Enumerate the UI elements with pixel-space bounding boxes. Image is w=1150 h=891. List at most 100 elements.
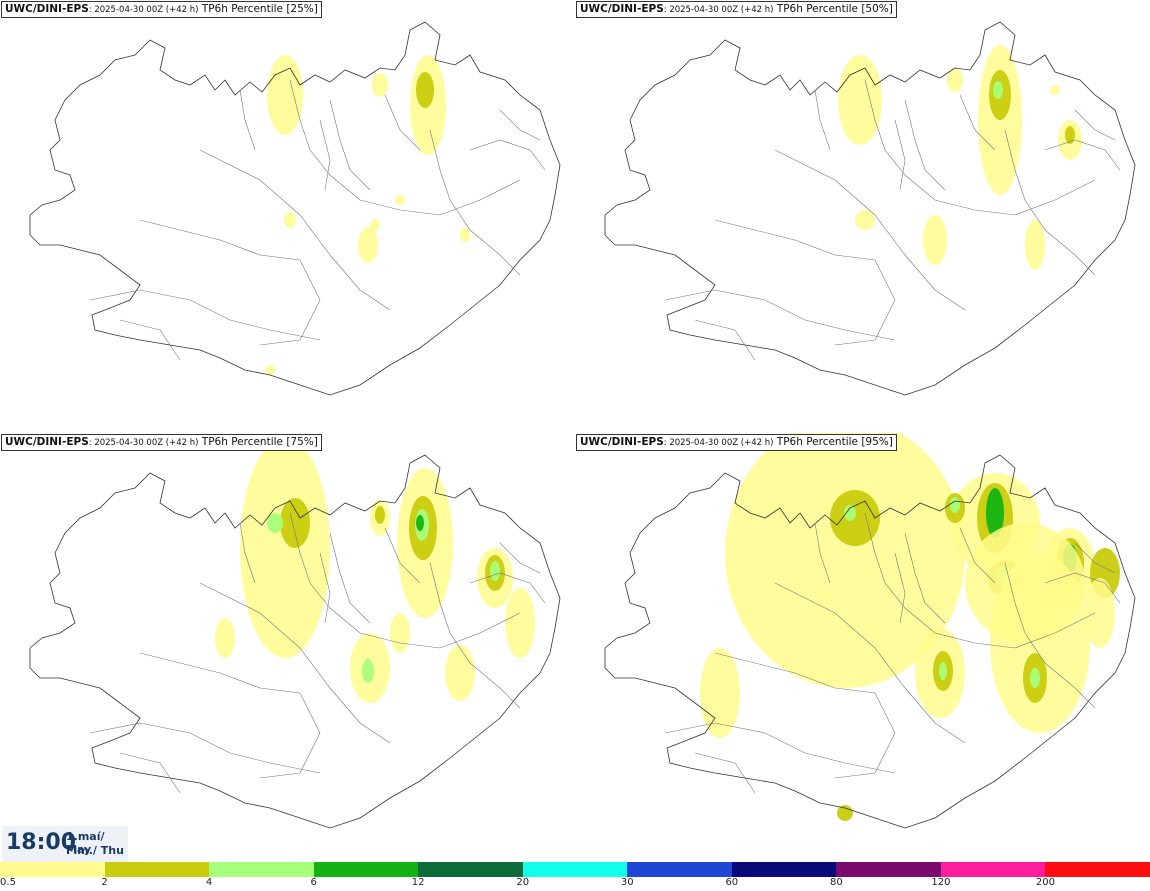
road-line: [664, 289, 896, 341]
map-panel-p75: UWC/DINI-EPS: 2025-04-30 00Z (+42 h) TP6…: [0, 433, 575, 865]
road-line: [694, 319, 756, 361]
road-line: [319, 552, 331, 624]
legend-tick-label: 30: [620, 877, 634, 888]
precip-contour: [923, 215, 947, 265]
road-line: [199, 149, 391, 311]
road-line: [1004, 562, 1096, 709]
color-legend: [0, 862, 1150, 877]
precip-contour: [1030, 668, 1040, 688]
precip-contour: [358, 227, 378, 263]
precip-contour: [370, 219, 380, 231]
road-line: [289, 512, 521, 649]
road-line: [664, 722, 896, 774]
valid-time: 18:00: [6, 830, 77, 855]
precip-contour: [395, 195, 405, 205]
precip-contour: [284, 212, 296, 228]
legend-swatch: [0, 862, 105, 877]
precip-contour: [362, 659, 374, 683]
precip-contour: [445, 645, 475, 701]
precip-contour: [939, 662, 947, 680]
coastline: [29, 454, 561, 829]
precip-contour: [416, 72, 434, 108]
panel-title: UWC/DINI-EPS: 2025-04-30 00Z (+42 h) TP6…: [576, 1, 897, 18]
precip-contour: [844, 505, 856, 521]
legend-tick-label: 2: [101, 877, 108, 888]
coastline: [604, 454, 1136, 829]
legend-tick-label: 4: [205, 877, 213, 888]
road-line: [89, 722, 321, 774]
precip-contour: [993, 81, 1003, 99]
road-line: [814, 89, 831, 151]
precip-contour: [460, 228, 470, 242]
road-line: [199, 582, 391, 744]
road-line: [1044, 139, 1121, 171]
panel-title: UWC/DINI-EPS: 2025-04-30 00Z (+42 h) TP6…: [1, 434, 322, 451]
precip-contour: [265, 365, 275, 375]
map-panel-p95: UWC/DINI-EPS: 2025-04-30 00Z (+42 h) TP6…: [575, 433, 1150, 865]
panel-title: UWC/DINI-EPS: 2025-04-30 00Z (+42 h) TP6…: [576, 434, 897, 451]
road-line: [894, 552, 906, 624]
precip-contour: [1085, 578, 1115, 648]
road-line: [384, 94, 421, 151]
legend-swatch: [313, 862, 419, 877]
precipitation-field: [838, 45, 1082, 270]
legend-swatch: [836, 862, 941, 877]
legend-swatch: [627, 862, 732, 877]
precip-contour: [855, 210, 875, 230]
legend-swatch: [731, 862, 837, 877]
road-line: [499, 542, 541, 574]
road-line: [959, 527, 996, 584]
legend-swatch: [940, 862, 1046, 877]
road-line: [89, 289, 321, 341]
road-line: [429, 562, 521, 709]
road-line: [429, 129, 521, 276]
precipitation-map: [604, 21, 1136, 396]
legend-tick-label: 80: [829, 877, 843, 888]
valid-weekday: Fim./ Thu: [66, 844, 124, 857]
legend-tick-label: 120: [931, 877, 951, 888]
legend-swatch: [104, 862, 210, 877]
precipitation-field: [700, 433, 1120, 821]
precip-contour: [375, 506, 385, 524]
precipitation-map: [29, 438, 561, 829]
legend-swatch: [209, 862, 314, 877]
coastline: [29, 21, 561, 396]
precip-contour: [372, 73, 388, 97]
precip-contour: [267, 513, 283, 533]
precip-contour: [830, 490, 880, 546]
road-line: [1004, 129, 1096, 276]
road-line: [904, 99, 946, 191]
road-line: [694, 752, 756, 794]
precip-contour: [700, 648, 740, 738]
precip-contour: [505, 588, 535, 658]
precip-contour: [950, 497, 960, 513]
road-line: [499, 109, 541, 141]
precip-contour: [947, 68, 963, 92]
valid-time-box: 18:00 1.maí/ May Fim./ Thu: [2, 826, 128, 862]
legend-tick-label: 0.5: [0, 877, 16, 888]
precip-contour: [240, 438, 330, 658]
legend-tick-label: 12: [411, 877, 425, 888]
precip-contour: [390, 613, 410, 653]
road-line: [1074, 109, 1116, 141]
road-line: [904, 532, 946, 624]
road-line: [329, 99, 371, 191]
legend-swatch: [418, 862, 523, 877]
precip-contour: [490, 561, 500, 581]
precip-contour: [416, 515, 424, 531]
road-line: [469, 139, 546, 171]
precip-contour: [965, 523, 1085, 643]
precip-contour: [267, 55, 303, 135]
road-line: [239, 522, 256, 584]
precip-contour: [1025, 220, 1045, 270]
road-line: [774, 149, 966, 311]
precip-contour: [1065, 126, 1075, 144]
road-line: [814, 522, 831, 584]
map-panel-p25: UWC/DINI-EPS: 2025-04-30 00Z (+42 h) TP6…: [0, 0, 575, 432]
precip-contour: [986, 488, 1004, 538]
road-line: [1074, 542, 1116, 574]
map-panel-p50: UWC/DINI-EPS: 2025-04-30 00Z (+42 h) TP6…: [575, 0, 1150, 432]
road-line: [714, 652, 896, 779]
road-line: [319, 119, 331, 191]
precip-contour: [838, 55, 882, 145]
